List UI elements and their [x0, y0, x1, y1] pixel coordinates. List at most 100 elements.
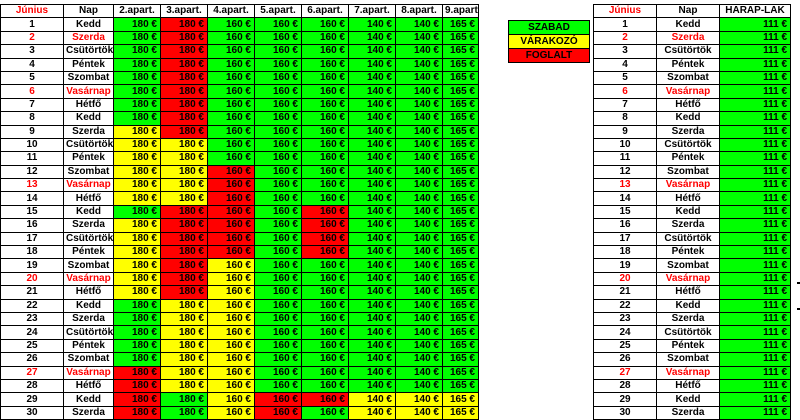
- price-cell[interactable]: 160 €: [207, 271, 255, 287]
- price-cell[interactable]: 180 €: [113, 218, 161, 233]
- price-cell[interactable]: 180 €: [113, 338, 161, 354]
- price-cell[interactable]: 140 €: [395, 178, 443, 193]
- price-cell[interactable]: 180 €: [113, 84, 161, 99]
- price-cell[interactable]: 160 €: [207, 311, 255, 327]
- price-cell[interactable]: 180 €: [160, 218, 208, 233]
- price-cell[interactable]: 180 €: [160, 124, 208, 139]
- price-cell[interactable]: 160 €: [207, 124, 255, 139]
- price-cell[interactable]: 140 €: [395, 111, 443, 126]
- price-cell[interactable]: 160 €: [207, 218, 255, 233]
- price-cell[interactable]: 180 €: [160, 84, 208, 99]
- price-cell[interactable]: 140 €: [395, 124, 443, 139]
- price-cell[interactable]: 111 €: [719, 97, 791, 113]
- price-cell[interactable]: 165 €: [442, 352, 479, 367]
- price-cell[interactable]: 160 €: [254, 231, 302, 247]
- price-cell[interactable]: 140 €: [348, 30, 396, 46]
- price-cell[interactable]: 111 €: [719, 365, 791, 380]
- price-cell[interactable]: 111 €: [719, 285, 791, 300]
- price-cell[interactable]: 160 €: [254, 191, 302, 206]
- price-cell[interactable]: 180 €: [113, 70, 161, 86]
- price-cell[interactable]: 160 €: [301, 271, 349, 287]
- price-cell[interactable]: 180 €: [113, 271, 161, 287]
- price-cell[interactable]: 160 €: [207, 97, 255, 113]
- price-cell[interactable]: 111 €: [719, 84, 791, 99]
- price-cell[interactable]: 180 €: [113, 137, 161, 153]
- price-cell[interactable]: 111 €: [719, 70, 791, 86]
- price-cell[interactable]: 160 €: [254, 338, 302, 354]
- price-cell[interactable]: 140 €: [395, 245, 443, 260]
- price-cell[interactable]: 160 €: [254, 17, 302, 32]
- price-cell[interactable]: 160 €: [207, 137, 255, 153]
- price-cell[interactable]: 180 €: [160, 325, 208, 340]
- price-cell[interactable]: 160 €: [301, 245, 349, 260]
- price-cell[interactable]: 180 €: [113, 97, 161, 113]
- price-cell[interactable]: 160 €: [207, 57, 255, 72]
- price-cell[interactable]: 140 €: [395, 84, 443, 99]
- price-cell[interactable]: 180 €: [113, 57, 161, 72]
- price-cell[interactable]: 180 €: [160, 352, 208, 367]
- price-cell[interactable]: 140 €: [395, 137, 443, 153]
- price-cell[interactable]: 140 €: [348, 352, 396, 367]
- price-cell[interactable]: 160 €: [254, 352, 302, 367]
- price-cell[interactable]: 180 €: [160, 97, 208, 113]
- price-cell[interactable]: 165 €: [442, 111, 479, 126]
- price-cell[interactable]: 111 €: [719, 378, 791, 394]
- price-cell[interactable]: 160 €: [254, 218, 302, 233]
- price-cell[interactable]: 160 €: [207, 325, 255, 340]
- price-cell[interactable]: 180 €: [160, 30, 208, 46]
- price-cell[interactable]: 160 €: [254, 178, 302, 193]
- price-cell[interactable]: 165 €: [442, 191, 479, 206]
- price-cell[interactable]: 165 €: [442, 124, 479, 139]
- price-cell[interactable]: 165 €: [442, 378, 479, 394]
- price-cell[interactable]: 140 €: [395, 298, 443, 313]
- price-cell[interactable]: 165 €: [442, 204, 479, 220]
- price-cell[interactable]: 140 €: [348, 285, 396, 300]
- price-cell[interactable]: 160 €: [207, 111, 255, 126]
- price-cell[interactable]: 111 €: [719, 137, 791, 153]
- price-cell[interactable]: 165 €: [442, 97, 479, 113]
- price-cell[interactable]: 160 €: [207, 164, 255, 180]
- price-cell[interactable]: 111 €: [719, 392, 791, 407]
- price-cell[interactable]: 140 €: [348, 44, 396, 59]
- price-cell[interactable]: 160 €: [301, 84, 349, 99]
- price-cell[interactable]: 165 €: [442, 258, 479, 273]
- price-cell[interactable]: 165 €: [442, 17, 479, 32]
- price-cell[interactable]: 140 €: [395, 392, 443, 407]
- price-cell[interactable]: 160 €: [301, 204, 349, 220]
- price-cell[interactable]: 180 €: [160, 338, 208, 354]
- price-cell[interactable]: 160 €: [301, 231, 349, 247]
- price-cell[interactable]: 140 €: [348, 338, 396, 354]
- price-cell[interactable]: 180 €: [160, 191, 208, 206]
- price-cell[interactable]: 140 €: [395, 97, 443, 113]
- price-cell[interactable]: 160 €: [301, 218, 349, 233]
- price-cell[interactable]: 111 €: [719, 191, 791, 206]
- price-cell[interactable]: 140 €: [395, 57, 443, 72]
- price-cell[interactable]: 160 €: [301, 111, 349, 126]
- price-cell[interactable]: 160 €: [254, 311, 302, 327]
- price-cell[interactable]: 160 €: [207, 285, 255, 300]
- price-cell[interactable]: 160 €: [254, 151, 302, 166]
- price-cell[interactable]: 140 €: [395, 311, 443, 327]
- price-cell[interactable]: 160 €: [301, 191, 349, 206]
- price-cell[interactable]: 160 €: [207, 405, 255, 420]
- price-cell[interactable]: 165 €: [442, 325, 479, 340]
- price-cell[interactable]: 180 €: [160, 164, 208, 180]
- price-cell[interactable]: 160 €: [301, 365, 349, 380]
- price-cell[interactable]: 160 €: [207, 352, 255, 367]
- price-cell[interactable]: 180 €: [160, 137, 208, 153]
- price-cell[interactable]: 140 €: [395, 218, 443, 233]
- price-cell[interactable]: 165 €: [442, 137, 479, 153]
- price-cell[interactable]: 180 €: [113, 352, 161, 367]
- price-cell[interactable]: 160 €: [207, 365, 255, 380]
- price-cell[interactable]: 140 €: [348, 191, 396, 206]
- price-cell[interactable]: 180 €: [113, 204, 161, 220]
- price-cell[interactable]: 180 €: [160, 365, 208, 380]
- price-cell[interactable]: 165 €: [442, 231, 479, 247]
- price-cell[interactable]: 160 €: [301, 30, 349, 46]
- price-cell[interactable]: 180 €: [160, 392, 208, 407]
- price-cell[interactable]: 160 €: [254, 378, 302, 394]
- price-cell[interactable]: 160 €: [254, 245, 302, 260]
- price-cell[interactable]: 160 €: [254, 405, 302, 420]
- price-cell[interactable]: 160 €: [254, 111, 302, 126]
- price-cell[interactable]: 160 €: [301, 17, 349, 32]
